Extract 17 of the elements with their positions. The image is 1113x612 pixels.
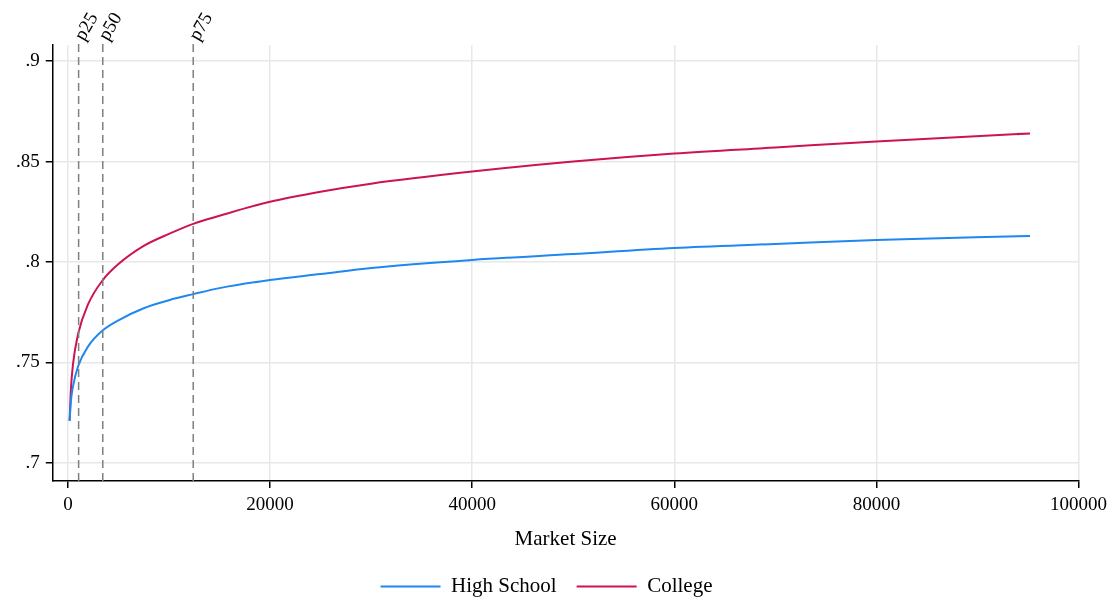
y-tick-label: .7 bbox=[25, 450, 40, 472]
y-tick-label: .9 bbox=[25, 49, 40, 71]
x-tick-label: 80000 bbox=[852, 493, 901, 515]
y-tick-label: .85 bbox=[16, 149, 40, 171]
x-tick-label: 0 bbox=[63, 493, 73, 515]
y-tick-label: .8 bbox=[25, 249, 40, 271]
ref-line-label: p75 bbox=[183, 8, 217, 44]
legend-label: College bbox=[647, 573, 713, 598]
x-tick-label: 40000 bbox=[448, 493, 496, 515]
ref-line-label: p25 bbox=[69, 8, 102, 44]
line-series bbox=[68, 234, 1031, 422]
x-tick-label: 20000 bbox=[246, 493, 294, 515]
x-axis-title: Market Size bbox=[514, 525, 617, 550]
legend-label: High School bbox=[451, 573, 557, 598]
x-tick-label: 60000 bbox=[650, 493, 699, 515]
y-tick-label: .75 bbox=[16, 350, 40, 372]
x-tick-label: 100000 bbox=[1050, 493, 1107, 515]
